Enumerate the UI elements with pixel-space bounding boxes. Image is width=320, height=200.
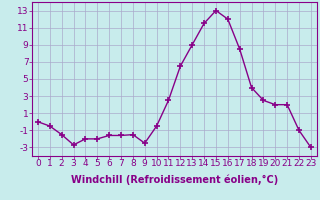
X-axis label: Windchill (Refroidissement éolien,°C): Windchill (Refroidissement éolien,°C): [71, 174, 278, 185]
